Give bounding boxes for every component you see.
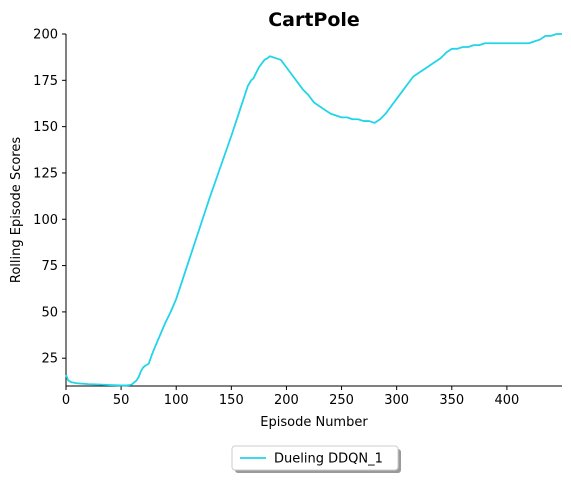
- x-tick-label: 300: [384, 393, 409, 408]
- x-tick-label: 350: [439, 393, 464, 408]
- x-tick-label: 200: [274, 393, 299, 408]
- legend: Dueling DDQN_1: [231, 445, 401, 473]
- y-tick-label: 125: [33, 166, 58, 181]
- x-axis-label: Episode Number: [260, 415, 368, 430]
- y-tick-label: 75: [41, 259, 58, 274]
- legend-box: [231, 445, 399, 471]
- x-tick-label: 50: [113, 393, 130, 408]
- y-tick-label: 50: [41, 305, 58, 320]
- y-tick-label: 150: [33, 120, 58, 135]
- x-tick-label: 150: [219, 393, 244, 408]
- series-line-0: [65, 33, 562, 387]
- chart-title: CartPole: [268, 9, 360, 31]
- x-tick-label: 400: [494, 393, 519, 408]
- y-tick-label: 25: [41, 352, 58, 367]
- plot-area: 0 50 100 150 200 250 300 350 400 25 50 75 100 125 150 1…: [33, 28, 562, 408]
- y-tick-label: 200: [33, 28, 58, 43]
- y-tick-label: 175: [33, 74, 58, 89]
- y-axis-label: Rolling Episode Scores: [9, 137, 24, 283]
- x-tick-label: 0: [62, 393, 70, 408]
- y-tick-label: 100: [33, 213, 58, 228]
- legend-label: Dueling DDQN_1: [274, 452, 383, 467]
- x-tick-label: 100: [164, 393, 189, 408]
- x-tick-label: 250: [329, 393, 354, 408]
